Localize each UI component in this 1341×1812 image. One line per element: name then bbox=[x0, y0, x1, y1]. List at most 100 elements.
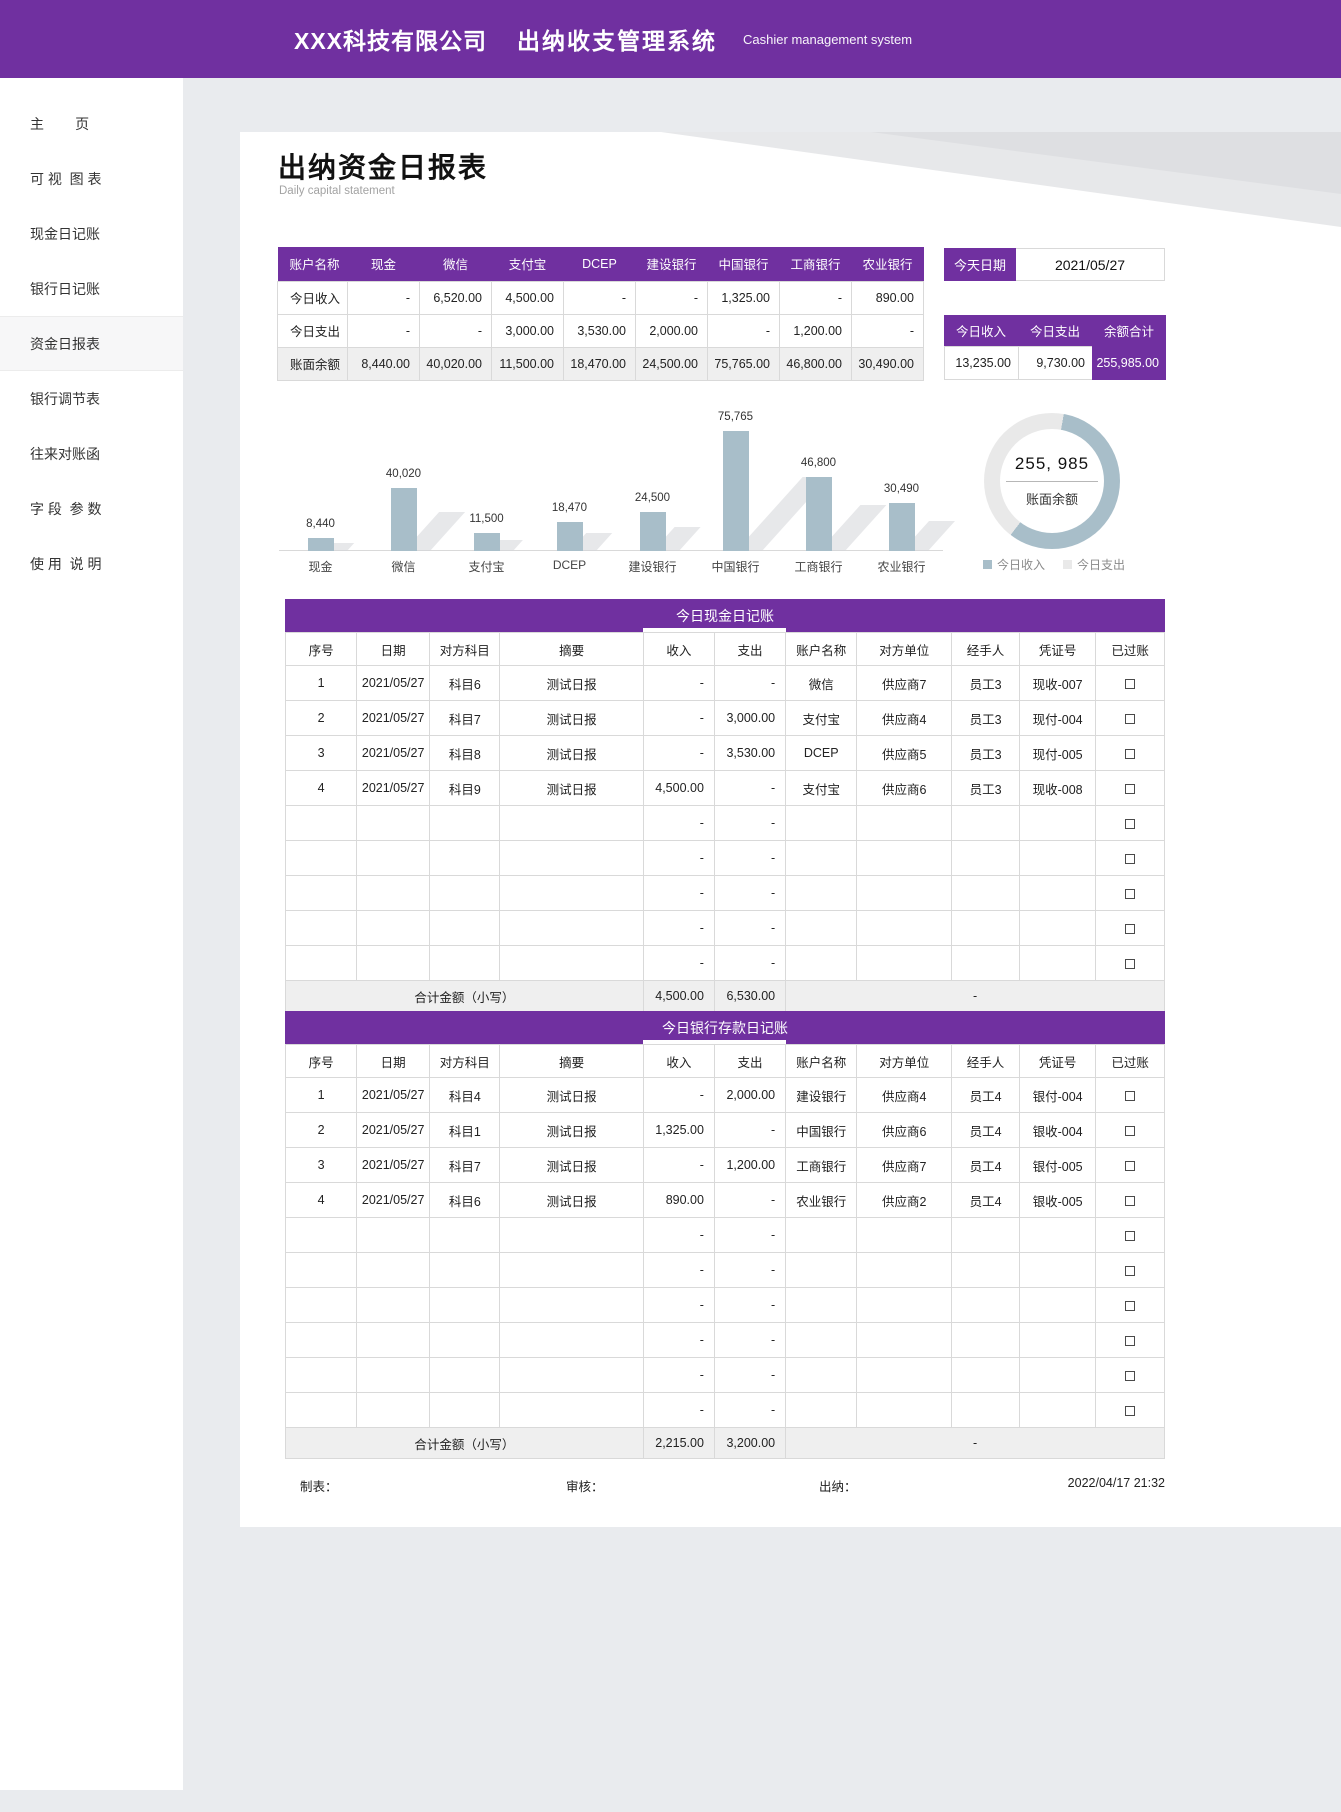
summary-row: 今日收入 -6,520.00 4,500.00- -1,325.00-890.00 bbox=[277, 280, 924, 315]
posted-checkbox[interactable] bbox=[1125, 1370, 1136, 1381]
sidebar-item-5[interactable]: 资金日报表 bbox=[0, 316, 183, 371]
bar-chart-category-axis: 现金 微信 支付宝 DCEP 建设银行 中国银行 工商银行 农业银行 bbox=[279, 551, 943, 575]
posted-cell bbox=[1095, 1147, 1165, 1183]
bar-value-label: 40,020 bbox=[385, 468, 422, 480]
posted-checkbox[interactable] bbox=[1125, 713, 1136, 724]
journal-cell: 科目8 bbox=[429, 735, 501, 771]
table-row: 3 2021/05/27 科目8 测试日报 -3,530.00 DCEP 供应商5 员工3 现付… bbox=[284, 735, 1165, 771]
journal-header-cell: 摘要 bbox=[499, 632, 644, 666]
sidebar-item-6[interactable]: 银行调节表 bbox=[0, 371, 183, 426]
totals-income: 2,215.00 bbox=[642, 1427, 715, 1459]
posted-cell bbox=[1095, 805, 1165, 841]
posted-checkbox[interactable] bbox=[1125, 1090, 1136, 1101]
journal-cell: - bbox=[642, 805, 715, 841]
posted-checkbox[interactable] bbox=[1125, 818, 1136, 829]
journal-cell: - bbox=[642, 1147, 715, 1183]
sidebar-item-4[interactable]: 银行日记账 bbox=[0, 261, 183, 316]
journal-cell bbox=[499, 910, 644, 946]
posted-checkbox[interactable] bbox=[1125, 678, 1136, 689]
posted-checkbox[interactable] bbox=[1125, 1125, 1136, 1136]
journal-cell bbox=[499, 1322, 644, 1358]
journal-cell bbox=[951, 1252, 1020, 1288]
sidebar-item-1[interactable]: 主 页 bbox=[0, 96, 183, 151]
journal-cell bbox=[785, 910, 858, 946]
journal-cell: 2021/05/27 bbox=[356, 735, 431, 771]
summary-cell: - bbox=[851, 313, 924, 348]
legend-label: 今日收入 bbox=[996, 558, 1045, 572]
journal-cell: 银付-004 bbox=[1018, 1077, 1097, 1113]
journal-table: 序号 日期 对方科目 摘要 收入 支出 账户名称 对方单位 经手人 凭证号 已过账 1 2021/05/… bbox=[284, 632, 1165, 1012]
journal-cell: 2 bbox=[284, 1112, 358, 1148]
sidebar-item-8[interactable]: 字 段 参 数 bbox=[0, 481, 183, 536]
totals-header-expense: 今日支出 bbox=[1018, 315, 1092, 346]
journal-cell: 员工3 bbox=[951, 770, 1020, 806]
journal-cell: 测试日报 bbox=[499, 700, 644, 736]
posted-checkbox[interactable] bbox=[1125, 748, 1136, 759]
today-date-value[interactable]: 2021/05/27 bbox=[1016, 248, 1165, 281]
journal-cell: 科目1 bbox=[429, 1112, 501, 1148]
journal-cell bbox=[429, 1322, 501, 1358]
journal-cell: 890.00 bbox=[642, 1182, 715, 1218]
journal-cell: - bbox=[713, 1252, 787, 1288]
cash-journal-section: 今日现金日记账 序号 日期 对方科目 摘要 收入 支出 账户名称 对方单位 经手人 凭证号 已过账 1… bbox=[284, 599, 1165, 1012]
donut-balance-value: 255, 985 bbox=[1014, 454, 1090, 473]
journal-cell: 员工4 bbox=[951, 1112, 1020, 1148]
table-row-empty: -- bbox=[284, 910, 1165, 946]
summary-table: 账户名称 现金 微信 支付宝 DCEP 建设银行 中国银行 工商银行 农业银行 今日收入 -6,52… bbox=[277, 247, 924, 381]
posted-checkbox[interactable] bbox=[1125, 853, 1136, 864]
donut-balance-label: 账面余额 bbox=[1025, 492, 1078, 507]
table-row-empty: -- bbox=[284, 1252, 1165, 1288]
posted-checkbox[interactable] bbox=[1125, 1335, 1136, 1346]
posted-checkbox[interactable] bbox=[1125, 783, 1136, 794]
posted-checkbox[interactable] bbox=[1125, 888, 1136, 899]
bar-建设银行 bbox=[639, 512, 666, 551]
journal-cell: 3 bbox=[284, 1147, 358, 1183]
posted-checkbox[interactable] bbox=[1125, 923, 1136, 934]
journal-cell: - bbox=[642, 945, 715, 981]
journal-cell: 科目7 bbox=[429, 700, 501, 736]
table-row-empty: -- bbox=[284, 1322, 1165, 1358]
sidebar-item-9[interactable]: 使 用 说 明 bbox=[0, 536, 183, 591]
posted-checkbox[interactable] bbox=[1125, 1405, 1136, 1416]
journal-cell: - bbox=[642, 700, 715, 736]
sidebar-item-7[interactable]: 往来对账函 bbox=[0, 426, 183, 481]
bar-slot: 75,765 bbox=[694, 400, 829, 551]
totals-value-balance: 255,985.00 bbox=[1092, 346, 1166, 380]
sidebar-item-2[interactable]: 可 视 图 表 bbox=[0, 151, 183, 206]
journal-cell: - bbox=[713, 665, 787, 701]
journal-cell: 现付-004 bbox=[1018, 700, 1097, 736]
journal-cell bbox=[785, 840, 858, 876]
journal-cell bbox=[429, 1217, 501, 1253]
posted-checkbox[interactable] bbox=[1125, 1265, 1136, 1276]
journal-cell bbox=[785, 1287, 858, 1323]
journal-cell: 供应商5 bbox=[856, 735, 953, 771]
journal-cell bbox=[951, 1392, 1020, 1428]
journal-cell: 供应商6 bbox=[856, 770, 953, 806]
journal-cell bbox=[499, 840, 644, 876]
posted-checkbox[interactable] bbox=[1125, 1230, 1136, 1241]
journal-cell bbox=[429, 805, 501, 841]
posted-checkbox[interactable] bbox=[1125, 1160, 1136, 1171]
posted-checkbox[interactable] bbox=[1125, 958, 1136, 969]
journal-cell bbox=[951, 840, 1020, 876]
journal-cell: 银收-005 bbox=[1018, 1182, 1097, 1218]
posted-checkbox[interactable] bbox=[1125, 1195, 1136, 1206]
journal-cell bbox=[951, 805, 1020, 841]
posted-cell bbox=[1095, 1077, 1165, 1113]
journal-cell: 建设银行 bbox=[785, 1077, 858, 1113]
posted-checkbox[interactable] bbox=[1125, 1300, 1136, 1311]
journal-header-cell: 对方科目 bbox=[429, 1044, 501, 1078]
page-title: 出纳资金日报表 bbox=[278, 152, 489, 183]
posted-cell bbox=[1095, 875, 1165, 911]
journal-cell: 供应商6 bbox=[856, 1112, 953, 1148]
legend-label: 今日支出 bbox=[1077, 558, 1126, 572]
journal-cell bbox=[356, 805, 431, 841]
sidebar-item-3[interactable]: 现金日记账 bbox=[0, 206, 183, 261]
summary-cell: 40,020.00 bbox=[419, 346, 492, 381]
journal-cell: 员工4 bbox=[951, 1182, 1020, 1218]
journal-cell: - bbox=[713, 1357, 787, 1393]
journal-cell: 3,000.00 bbox=[713, 700, 787, 736]
sidebar-item-label: 可 视 图 表 bbox=[30, 170, 102, 187]
donut-divider-line bbox=[1006, 481, 1098, 482]
brand-title: XXX科技有限公司 出纳收支管理系统 Cashier management sy… bbox=[294, 0, 912, 78]
